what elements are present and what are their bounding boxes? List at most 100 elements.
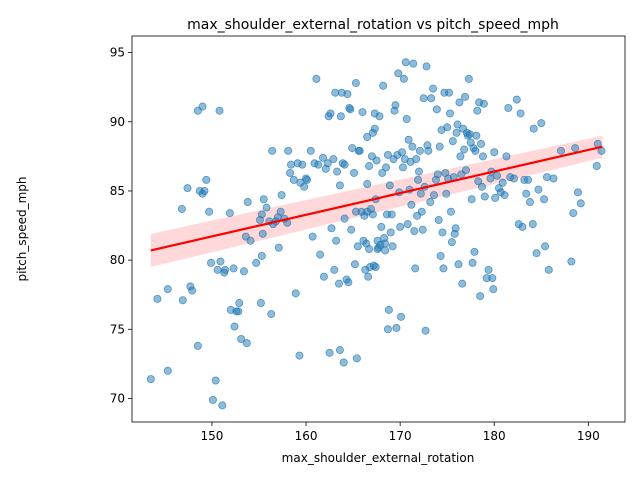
chart-title: max_shoulder_external_rotation vs pitch_… <box>187 17 559 33</box>
data-point <box>202 175 211 184</box>
data-point <box>364 272 373 281</box>
data-point <box>198 102 207 111</box>
data-point <box>416 189 425 198</box>
data-point <box>382 163 391 172</box>
data-point <box>289 175 298 184</box>
x-axis-ticks: 150 160 170 180 190 <box>201 422 600 443</box>
data-point <box>442 189 451 198</box>
data-point <box>332 236 341 245</box>
regression-line-layer <box>150 145 603 252</box>
data-point <box>276 207 285 216</box>
data-point <box>312 74 321 83</box>
data-point <box>398 148 407 157</box>
data-point <box>525 198 534 207</box>
data-point <box>537 119 546 128</box>
y-tick-label: 75 <box>110 322 125 336</box>
data-point <box>339 358 348 367</box>
data-point <box>394 69 403 78</box>
data-point <box>381 246 390 255</box>
data-point <box>484 265 493 274</box>
data-point <box>252 258 261 267</box>
data-point <box>408 142 417 151</box>
data-point <box>509 174 518 183</box>
data-point <box>500 191 509 200</box>
points-layer <box>146 58 606 410</box>
data-point <box>557 146 566 155</box>
data-point <box>335 346 344 355</box>
data-point <box>300 182 309 191</box>
data-point <box>208 395 217 404</box>
data-point <box>502 152 511 161</box>
data-point <box>193 341 202 350</box>
data-point <box>451 224 460 233</box>
data-point <box>419 94 428 103</box>
y-tick-label: 95 <box>110 46 125 60</box>
data-point <box>375 112 384 121</box>
data-point <box>407 200 416 209</box>
data-point <box>230 322 239 331</box>
data-point <box>340 214 349 223</box>
data-point <box>403 220 412 229</box>
data-point <box>401 58 410 67</box>
data-point <box>291 289 300 298</box>
data-point <box>532 249 541 258</box>
data-point <box>277 191 286 200</box>
data-point <box>343 90 352 99</box>
data-point <box>200 186 209 195</box>
data-point <box>353 242 362 251</box>
data-point <box>412 155 421 164</box>
data-point <box>316 250 325 259</box>
data-point <box>257 210 266 219</box>
data-point <box>329 155 338 164</box>
data-point <box>445 88 454 97</box>
data-point <box>454 260 463 269</box>
data-point <box>434 216 443 225</box>
data-point <box>347 225 356 234</box>
data-point <box>377 222 386 231</box>
y-tick-label: 90 <box>110 115 125 129</box>
data-point <box>498 178 507 187</box>
data-point <box>524 175 533 184</box>
data-point <box>383 325 392 334</box>
data-point <box>576 199 585 208</box>
data-point <box>287 160 296 169</box>
data-point <box>460 145 469 154</box>
data-point <box>298 160 307 169</box>
data-point <box>528 220 537 229</box>
data-point <box>418 225 427 234</box>
data-point <box>446 109 455 118</box>
data-point <box>274 243 283 252</box>
data-point <box>365 162 374 171</box>
data-point <box>404 135 413 144</box>
data-point <box>490 148 499 157</box>
data-point <box>455 98 464 107</box>
data-point <box>370 124 379 133</box>
data-point <box>306 146 315 155</box>
data-point <box>426 198 435 207</box>
data-point <box>456 152 465 161</box>
data-point <box>246 236 255 245</box>
data-point <box>388 242 397 251</box>
data-point <box>473 106 482 115</box>
data-point <box>417 207 426 216</box>
y-axis-ticks: 70 75 80 85 90 95 <box>110 46 132 405</box>
data-point <box>327 224 336 233</box>
data-point <box>284 146 293 155</box>
data-point <box>225 209 234 218</box>
data-point <box>258 229 267 238</box>
data-point <box>443 123 452 132</box>
data-point <box>491 193 500 202</box>
data-point <box>488 274 497 283</box>
x-tick-label: 170 <box>389 429 412 443</box>
data-point <box>351 79 360 88</box>
data-point <box>542 173 551 182</box>
data-point <box>331 88 340 97</box>
data-point <box>334 279 343 288</box>
data-point <box>427 94 436 103</box>
data-point <box>518 222 527 231</box>
data-point <box>477 182 486 191</box>
data-point <box>314 160 323 169</box>
data-point <box>336 112 345 121</box>
data-point <box>415 146 424 155</box>
